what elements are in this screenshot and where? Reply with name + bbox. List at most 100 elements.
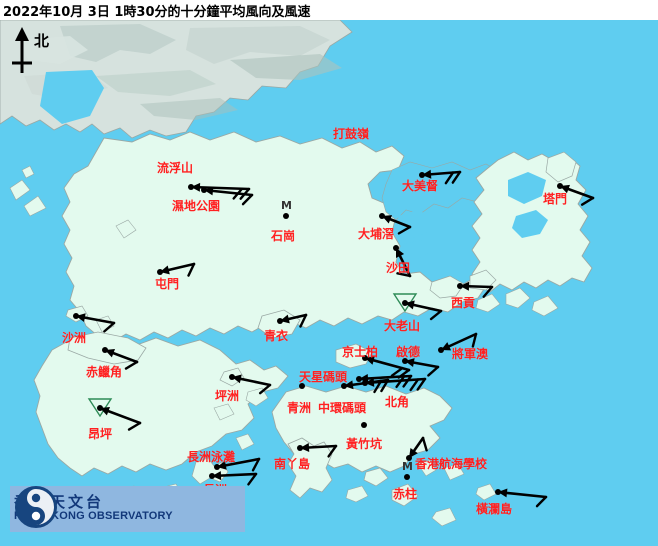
station-dot — [404, 474, 410, 480]
station-label-ta-kwu-ling: 打鼓嶺 — [333, 127, 370, 141]
station-chek-lap-kok — [102, 347, 139, 370]
wind-barb-tick — [373, 379, 383, 394]
wind-barb-arrowhead — [382, 215, 393, 224]
wind-barb-tick — [444, 171, 455, 185]
wind-barb-arrowhead — [160, 265, 170, 275]
wind-barb-layer: MM — [73, 169, 595, 508]
wind-barb-arrowhead — [409, 448, 418, 458]
station-label-peng-chau: 坪洲 — [215, 389, 240, 403]
station-label-star-ferry: 天星碼頭 — [299, 370, 348, 384]
wind-barb-tick — [327, 444, 338, 458]
station-sha-tin — [393, 245, 412, 278]
station-label-tuen-mun: 屯門 — [155, 277, 180, 291]
station-label-shek-kong: 石崗 — [271, 229, 296, 243]
north-arrow-icon: 北 — [6, 25, 66, 80]
wind-barb-tick — [396, 272, 412, 278]
station-label-chek-lap-kok: 赤鱲角 — [86, 365, 123, 379]
station-label-stanley: 赤柱 — [393, 487, 418, 501]
station-lau-fau-shan — [188, 182, 251, 200]
station-label-cheung-chau-beach: 長洲泳灘 — [187, 450, 236, 464]
station-label-central-pier: 中環碼頭 — [318, 401, 367, 415]
station-label-ngong-ping: 昂坪 — [88, 427, 113, 441]
wind-barb-arrowhead — [76, 313, 86, 323]
title-bar: 2022年10月 3日 1時30分的十分鐘平均風向及風速 — [0, 0, 658, 20]
station-label-kings-park: 京士柏 — [342, 345, 379, 359]
wind-barb-tick — [397, 225, 412, 235]
wind-barb-arrowhead — [460, 281, 470, 291]
station-green-island — [299, 383, 305, 389]
station-dot — [299, 383, 305, 389]
wind-barb-tick — [427, 365, 440, 377]
station-wong-chuk-hang — [361, 422, 367, 428]
mainland-china-area — [0, 20, 353, 217]
station-label-tseung-kwan-o: 將軍澳 — [452, 347, 489, 361]
wind-barb-tick — [535, 495, 548, 508]
page-title: 2022年10月 3日 1時30分的十分鐘平均風向及風速 — [3, 5, 311, 20]
station-label-kai-tak: 啟德 — [396, 345, 421, 359]
wind-barb-tick — [299, 313, 308, 328]
wind-barb-arrowhead — [105, 348, 116, 358]
hko-swirl-logo-icon — [15, 486, 57, 528]
wind-barb-tick — [416, 377, 427, 391]
wind-barb-tick — [127, 421, 142, 431]
m-marker-icon: M — [402, 460, 413, 473]
station-label-waglan-island: 橫瀾島 — [476, 502, 513, 516]
station-tsing-yi — [277, 313, 308, 328]
station-tuen-mun — [157, 262, 196, 277]
kowloon-and-hk-island — [262, 343, 497, 527]
station-label-north-point: 北角 — [385, 395, 410, 409]
wind-barb-tick — [451, 170, 462, 184]
wind-barb-tick — [471, 332, 478, 348]
station-label-hk-sea-school: 香港航海學校 — [415, 457, 488, 471]
wind-barb-tick — [421, 436, 428, 452]
station-sai-kung — [457, 281, 494, 298]
station-cheung-chau-beach — [214, 457, 261, 472]
station-kings-park — [362, 355, 411, 379]
station-dot — [361, 422, 367, 428]
station-label-tai-mei-tuk: 大美督 — [402, 179, 439, 193]
wind-barb-arrowhead — [212, 471, 222, 481]
station-lamma-island — [297, 443, 338, 458]
station-label-tap-mun: 塔門 — [543, 192, 568, 206]
station-tai-po-kau — [379, 213, 412, 235]
wind-barb-shaft — [189, 185, 251, 191]
wind-barb-tick — [103, 321, 116, 333]
station-tai-mei-tuk — [419, 169, 462, 185]
wind-barb-arrowhead — [191, 182, 201, 192]
wind-barb-arrowhead — [232, 374, 242, 384]
station-hk-sea-school — [406, 436, 428, 461]
station-label-sai-kung: 西貢 — [451, 296, 476, 310]
station-dot — [283, 213, 289, 219]
wind-barb-tick — [390, 366, 404, 377]
station-peng-chau — [229, 374, 272, 395]
wind-barb-arrowhead — [560, 184, 570, 194]
map-geography — [0, 20, 658, 546]
station-cheung-chau — [209, 471, 258, 486]
station-label-lamma-island: 南丫島 — [274, 457, 311, 471]
lantau-and-western-islands — [33, 219, 301, 505]
station-central-pier — [341, 378, 390, 394]
wind-barb-tick — [187, 262, 196, 277]
wind-barb-arrowhead — [280, 314, 290, 324]
station-tap-mun — [557, 183, 595, 206]
station-label-wong-chuk-hang: 黃竹坑 — [346, 437, 383, 451]
wind-barb-arrowhead — [300, 443, 310, 452]
station-waglan-island — [495, 488, 548, 508]
wind-barb-arrowhead — [344, 380, 354, 390]
station-tates-cairn — [392, 293, 443, 321]
wind-barb-tick — [258, 383, 272, 395]
wind-barb-tick — [409, 378, 420, 392]
wind-barb-arrowhead — [405, 300, 415, 310]
station-stanley: M — [402, 460, 413, 480]
station-label-lau-fau-shan: 流浮山 — [157, 161, 194, 175]
hko-name-english: HONG KONG OBSERVATORY — [14, 510, 173, 523]
wind-barb-tick — [429, 309, 443, 321]
station-label-wetland-park: 濕地公園 — [172, 199, 221, 213]
wind-barb-tick — [124, 360, 139, 370]
wind-barb-arrowhead — [441, 342, 452, 351]
wind-barb-tick — [482, 285, 494, 298]
wind-barb-arrowhead — [498, 488, 508, 498]
wind-barb-tick — [247, 472, 258, 486]
